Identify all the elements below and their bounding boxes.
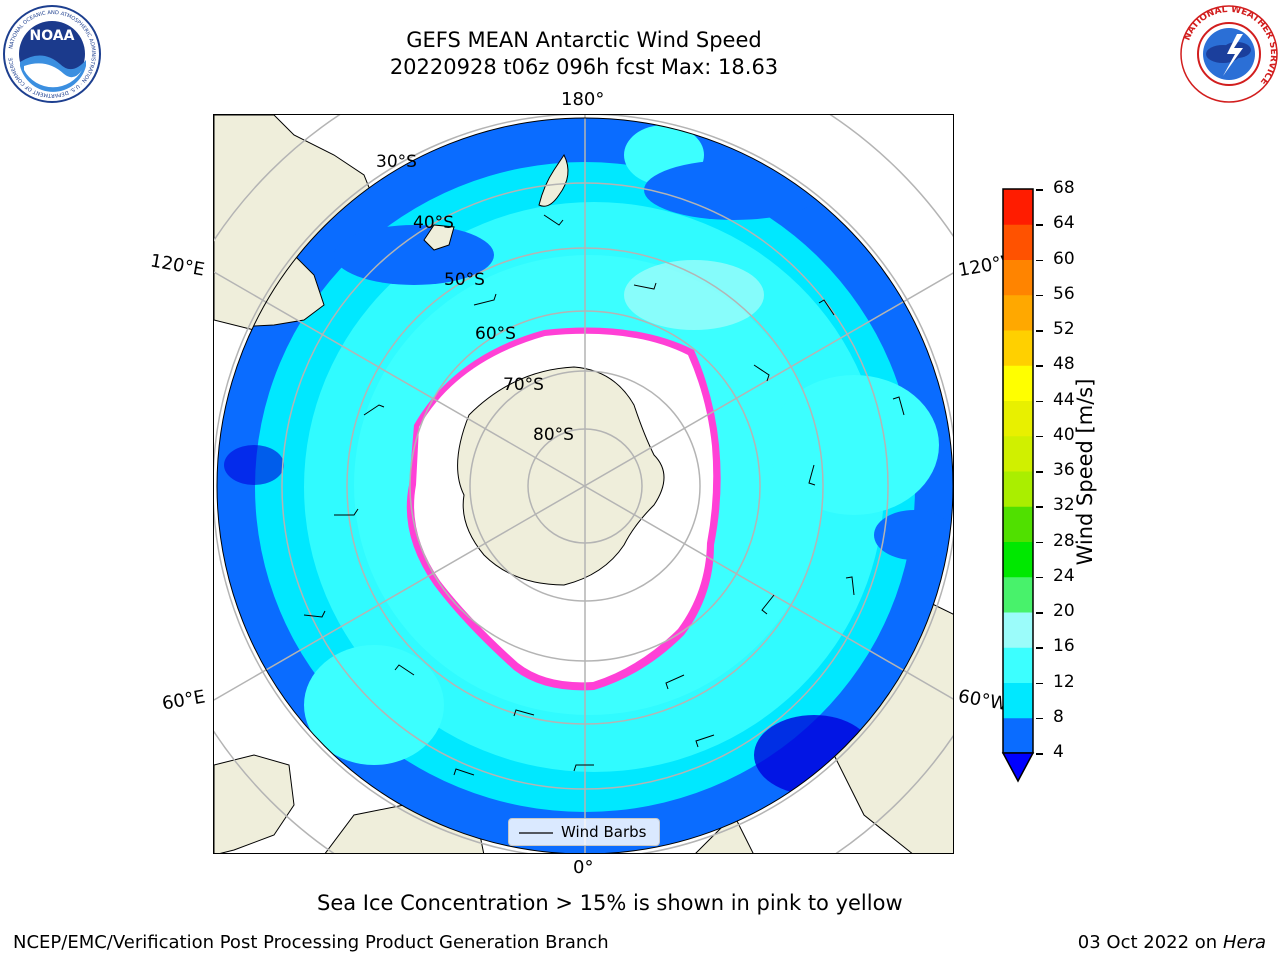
lat-label-50s: 50°S	[444, 270, 485, 290]
colorbar-tick-label: 48	[1053, 354, 1075, 375]
colorbar-tick-mark	[1036, 682, 1043, 684]
sea-ice-caption: Sea Ice Concentration > 15% is shown in …	[317, 891, 903, 915]
colorbar-tick-label: 4	[1053, 742, 1064, 762]
lon-label-180: 180°	[561, 89, 605, 110]
footer-host: Hera	[1222, 932, 1266, 953]
colorbar-tick-label: 8	[1053, 706, 1064, 727]
lat-label-60s: 60°S	[475, 324, 516, 344]
colorbar-tick-mark	[1036, 224, 1043, 226]
colorbar-tick-mark	[1036, 400, 1043, 402]
colorbar-tick-mark	[1036, 330, 1043, 332]
wind-barbs	[303, 214, 905, 776]
polar-map	[213, 114, 954, 854]
colorbar-tick-mark	[1036, 647, 1043, 649]
polar-map-svg	[214, 115, 953, 853]
colorbar-tick-label: 44	[1053, 389, 1075, 410]
colorbar-extend-arrow	[1001, 752, 1035, 783]
nws-logo: NATIONAL WEATHER SERVICE	[1180, 5, 1278, 103]
lon-label-0: 0°	[573, 857, 594, 878]
colorbar-tick-mark	[1036, 365, 1043, 367]
footer-branch: NCEP/EMC/Verification Post Processing Pr…	[13, 932, 609, 953]
lat-label-30s: 30°S	[376, 152, 417, 172]
colorbar-tick-label: 56	[1053, 283, 1075, 304]
colorbar-segment	[1003, 576, 1033, 613]
colorbar-segment	[1003, 471, 1033, 507]
colorbar-tick-label: 64	[1053, 213, 1075, 234]
colorbar-segment	[1003, 435, 1033, 472]
footer-date: 03 Oct 2022 on Hera	[1078, 932, 1266, 953]
colorbar-label: Wind Speed [m/s]	[1073, 378, 1097, 566]
colorbar-tick-mark	[1036, 753, 1043, 755]
colorbar-segment	[1003, 506, 1033, 542]
lat-label-80s: 80°S	[533, 425, 574, 445]
colorbar-tick-mark	[1036, 189, 1043, 191]
colorbar-segment	[1003, 682, 1033, 719]
footer-date-text: 03 Oct 2022 on	[1077, 932, 1223, 953]
colorbar-tick-mark	[1036, 717, 1043, 720]
colorbar-segment	[1003, 541, 1033, 578]
colorbar-tick-mark	[1036, 541, 1043, 543]
colorbar-tick-label: 60	[1053, 248, 1075, 269]
colorbar-tick-label: 32	[1053, 495, 1075, 516]
colorbar-tick-label: 12	[1053, 671, 1075, 692]
colorbar-segments	[1003, 189, 1033, 754]
noaa-logo: NOAA NATIONAL OCEANIC AND ATMOSPHERIC AD…	[3, 5, 101, 103]
colorbar-tick-mark	[1036, 471, 1043, 473]
colorbar-tick-label: 28	[1053, 530, 1075, 551]
colorbar-tick-mark	[1036, 435, 1043, 438]
colorbar-tick-label: 16	[1053, 636, 1075, 657]
colorbar-tick-label: 40	[1053, 424, 1075, 445]
legend-label: Wind Barbs	[561, 823, 647, 841]
noaa-logo-text: NOAA	[30, 28, 75, 44]
colorbar-tick-mark	[1036, 294, 1043, 297]
lat-label-70s: 70°S	[503, 375, 544, 395]
colorbar-tick-mark	[1036, 576, 1043, 579]
legend-line-icon	[519, 832, 553, 834]
graticule	[214, 115, 953, 853]
colorbar-segment	[1003, 717, 1033, 754]
lon-label-120e: 120°E	[148, 250, 207, 281]
lon-label-60e: 60°E	[160, 686, 207, 715]
colorbar-tick-label: 68	[1053, 178, 1075, 198]
colorbar-tick-mark	[1036, 612, 1043, 614]
colorbar-tick-label: 52	[1053, 319, 1075, 339]
colorbar-segment	[1003, 330, 1033, 366]
colorbar-tick-label: 24	[1053, 565, 1075, 586]
colorbar-segment	[1003, 294, 1033, 331]
chart-title: GEFS MEAN Antarctic Wind Speed	[406, 28, 762, 52]
colorbar-segment	[1003, 259, 1033, 296]
colorbar-tick-mark	[1036, 506, 1043, 508]
lat-label-40s: 40°S	[413, 213, 454, 233]
colorbar-tick-mark	[1036, 259, 1043, 261]
colorbar-segment	[1003, 189, 1033, 225]
map-boundary	[216, 117, 953, 853]
map-legend: Wind Barbs	[508, 818, 660, 846]
colorbar-segment	[1003, 365, 1033, 401]
chart-subtitle: 20220928 t06z 096h fcst Max: 18.63	[389, 55, 779, 79]
colorbar-tick-label: 36	[1053, 460, 1075, 480]
colorbar	[1001, 188, 1035, 783]
colorbar-segment	[1003, 400, 1033, 437]
colorbar-tick-label: 20	[1053, 601, 1075, 621]
colorbar-segment	[1003, 224, 1033, 260]
colorbar-segment	[1003, 647, 1033, 683]
colorbar-segment	[1003, 612, 1033, 648]
